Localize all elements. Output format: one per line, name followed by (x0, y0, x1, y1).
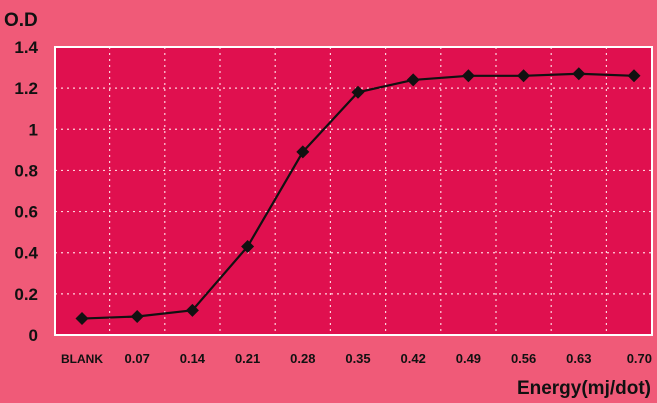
data-point-marker (627, 69, 641, 83)
x-axis-ticks: BLANK 0.07 0.14 0.21 0.28 0.35 0.42 0.49 0.56 0.6… (61, 351, 652, 366)
y-tick-label: 0.2 (14, 285, 38, 304)
x-tick-label: 0.35 (345, 351, 370, 366)
y-tick-label: 0.4 (14, 244, 38, 263)
plot-border (54, 46, 653, 336)
x-tick-label: 0.14 (180, 351, 206, 366)
y-tick-label: 1.2 (14, 79, 38, 98)
data-point-marker (406, 73, 420, 87)
data-point-marker (75, 312, 89, 326)
x-tick-label: 0.49 (456, 351, 481, 366)
data-markers (75, 67, 641, 326)
plot-area (55, 47, 652, 335)
y-tick-label: 1.4 (14, 38, 38, 57)
data-point-marker (130, 309, 144, 323)
x-tick-label: 0.56 (511, 351, 536, 366)
x-tick-label: 0.07 (125, 351, 150, 366)
x-tick-label: 0.21 (235, 351, 260, 366)
grid-lines (55, 47, 652, 335)
x-tick-label: 0.63 (566, 351, 591, 366)
y-axis-title: O.D (4, 10, 38, 31)
data-point-marker (185, 303, 199, 317)
y-tick-label: 0.8 (14, 161, 38, 180)
y-tick-label: 0 (29, 326, 38, 345)
x-tick-label: 0.42 (401, 351, 426, 366)
data-point-marker (351, 85, 365, 99)
data-point-marker (517, 69, 531, 83)
y-axis-ticks: 0 0.2 0.4 0.6 0.8 1 1.2 1.4 (14, 38, 38, 345)
y-tick-label: 0.6 (14, 203, 38, 222)
x-axis-title: Energy(mj/dot) (517, 378, 651, 399)
data-point-marker (241, 240, 255, 254)
data-point-marker (572, 67, 586, 81)
data-point-marker (296, 145, 310, 159)
x-tick-label: 0.70 (627, 351, 652, 366)
x-tick-label: BLANK (61, 352, 103, 366)
x-tick-label: 0.28 (290, 351, 315, 366)
data-point-marker (461, 69, 475, 83)
y-tick-label: 1 (29, 120, 38, 139)
